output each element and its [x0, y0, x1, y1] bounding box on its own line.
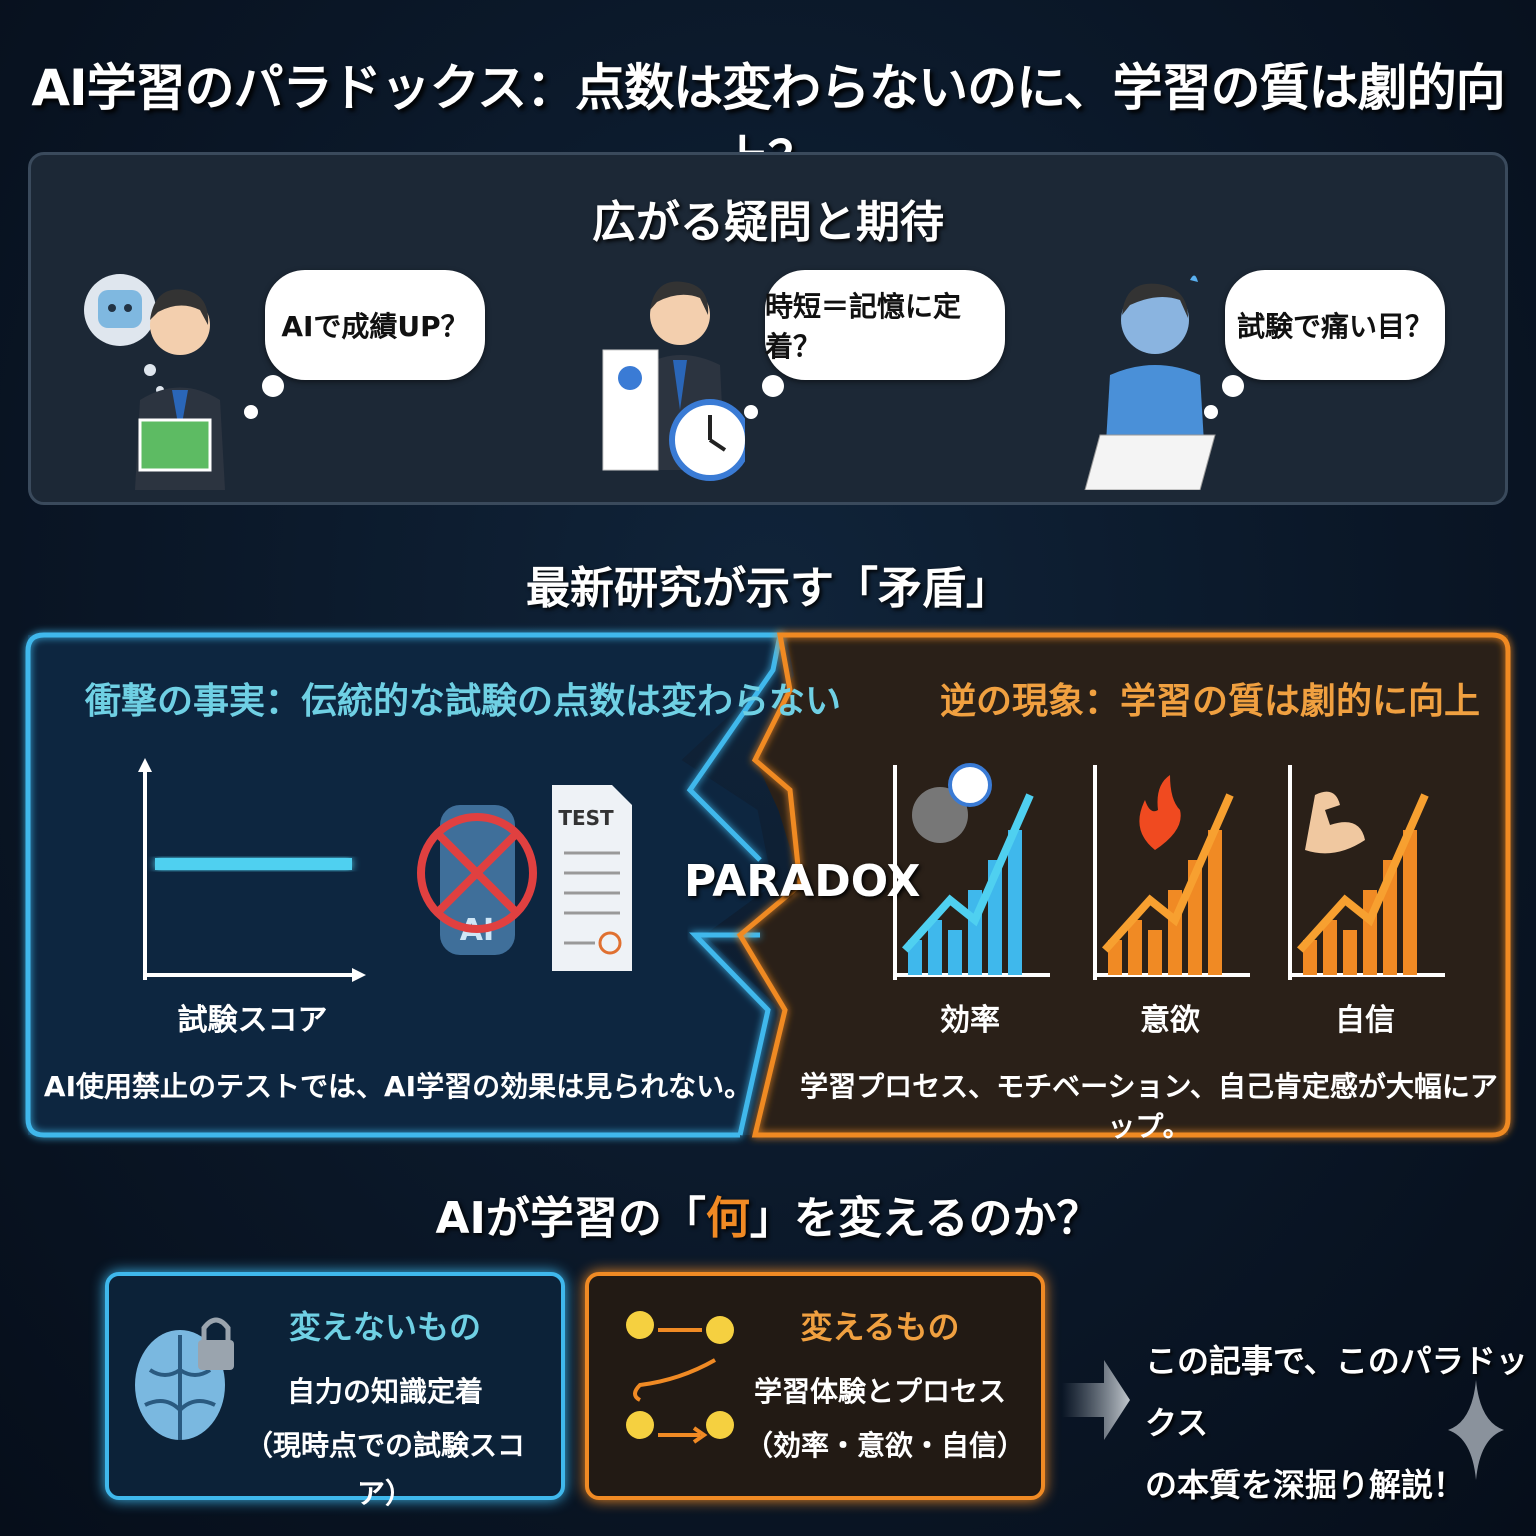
- brain-lock-icon: [135, 1317, 234, 1440]
- test-document-icon: TEST: [552, 785, 632, 971]
- no-ai-icon: AI: [417, 805, 537, 955]
- changed-line1: 学習体験とプロセス: [753, 1375, 1006, 1408]
- cta-text: この記事で、このパラドックス の本質を深掘り解説！: [1145, 1342, 1528, 1504]
- questions-heading: 広がる疑問と期待: [592, 197, 944, 248]
- paradox-label: PARADOX: [684, 856, 921, 907]
- what-changes-heading: AIが学習の「何」を変えるのか？: [435, 1193, 1101, 1244]
- gear-icon: [912, 787, 968, 843]
- speech-bubble-exam: 試験で痛い目？: [1225, 270, 1445, 380]
- rising-charts: [893, 763, 1445, 980]
- svg-text:TEST: TEST: [558, 806, 614, 830]
- efficiency-chart: [893, 763, 1050, 980]
- sparkle-icon: [1448, 1380, 1504, 1480]
- changed-box: [585, 1272, 1045, 1500]
- right-heading: 逆の現象：学習の質は劇的に向上: [940, 681, 1481, 722]
- student-reading-illustration: [84, 274, 225, 490]
- flat-score-chart: [138, 758, 366, 982]
- left-heading: 衝撃の事実：伝統的な試験の点数は変わらない: [85, 681, 842, 722]
- lightbulbs-process-icon: [626, 1311, 734, 1444]
- unchanged-title: 変えないもの: [288, 1308, 481, 1346]
- left-caption: AI使用禁止のテストでは、AI学習の効果は見られない。: [43, 1070, 753, 1103]
- exam-paper-icon: [1084, 434, 1216, 490]
- research-heading: 最新研究が示す「矛盾」: [526, 563, 1010, 614]
- flexed-arm-icon: [1305, 791, 1365, 854]
- right-arrow-icon: [1062, 1360, 1130, 1440]
- chart-label-score: 試験スコア: [177, 1003, 328, 1038]
- motivation-chart: [1093, 765, 1250, 980]
- changed-title: 変えるもの: [800, 1308, 960, 1346]
- flat-line: [155, 858, 352, 870]
- speech-bubble-time: 時短＝記憶に定着？: [765, 270, 1005, 380]
- robot-icon: [98, 290, 142, 328]
- confidence-chart: [1288, 765, 1445, 980]
- chart-label-confidence: 自信: [1335, 1003, 1395, 1038]
- unchanged-line1: 自力の知識定着: [286, 1375, 483, 1408]
- unchanged-line2: （現時点での試験スコア）: [245, 1429, 526, 1510]
- right-caption: 学習プロセス、モチベーション、自己肯定感が大幅にアップ。: [800, 1070, 1498, 1143]
- changed-line2: （効率・意欲・自信）: [745, 1429, 1026, 1462]
- speech-bubble-grades: AIで成績UP？: [265, 270, 485, 380]
- fire-icon: [1139, 775, 1181, 850]
- unchanged-box: [105, 1272, 565, 1500]
- chart-label-motivation: 意欲: [1140, 1003, 1200, 1038]
- worried-student-exam-illustration: [1084, 275, 1216, 490]
- businessman-clock-illustration: [602, 281, 745, 481]
- clock-icon: [948, 763, 992, 807]
- chart-label-efficiency: 効率: [940, 1003, 1000, 1038]
